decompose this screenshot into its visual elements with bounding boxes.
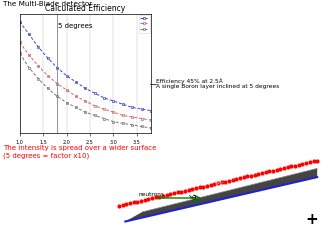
Polygon shape <box>125 168 317 221</box>
Text: substrate: substrate <box>262 160 287 172</box>
Text: 5 degrees: 5 degrees <box>58 23 92 29</box>
Text: The intensity is spread over a wider surface
(5 degrees = factor x10): The intensity is spread over a wider sur… <box>3 145 157 159</box>
Legend: , , : , , <box>139 15 150 33</box>
Text: +: + <box>305 212 318 227</box>
Text: θ: θ <box>192 195 195 201</box>
Text: The Multi-Blade detector: The Multi-Blade detector <box>3 1 92 7</box>
Title: Calculated Efficiency: Calculated Efficiency <box>45 4 125 13</box>
Text: neutrons: neutrons <box>138 192 164 197</box>
Text: B₂C: B₂C <box>215 179 225 186</box>
Text: Efficiency 45% at 2.5Å
A single Boron layer inclined at 5 degrees: Efficiency 45% at 2.5Å A single Boron la… <box>156 78 279 89</box>
